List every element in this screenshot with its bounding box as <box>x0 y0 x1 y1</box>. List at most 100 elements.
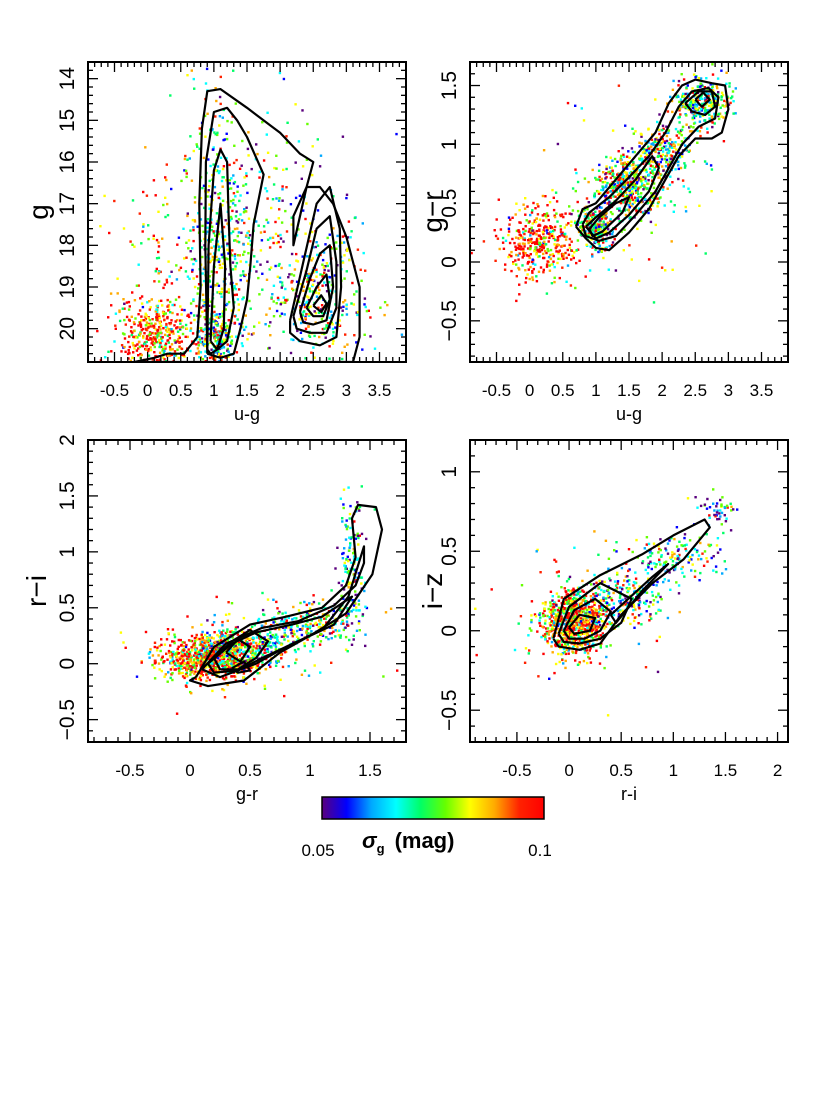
scatter-point <box>691 87 694 90</box>
scatter-point <box>221 315 224 318</box>
scatter-point <box>144 630 148 634</box>
scatter-point <box>595 207 599 210</box>
scatter-point <box>654 150 657 154</box>
scatter-point <box>168 345 172 349</box>
scatter-point <box>166 628 170 631</box>
scatter-point <box>206 218 210 221</box>
scatter-point <box>233 180 237 184</box>
scatter-point <box>574 104 577 107</box>
scatter-point <box>127 340 130 344</box>
scatter-point <box>226 302 229 306</box>
scatter-point <box>328 357 331 360</box>
scatter-point <box>305 612 309 615</box>
scatter-point <box>609 219 612 222</box>
scatter-point <box>274 264 277 268</box>
scatter-point <box>710 105 713 108</box>
scatter-point <box>238 167 242 170</box>
scatter-point <box>120 350 123 353</box>
scatter-point <box>218 332 222 335</box>
scatter-point <box>668 145 672 148</box>
scatter-point <box>576 248 580 251</box>
scatter-point <box>235 158 238 162</box>
scatter-point <box>504 263 507 266</box>
scatter-point <box>322 266 325 269</box>
scatter-point <box>240 231 243 234</box>
scatter-point <box>197 678 201 681</box>
scatter-point <box>325 324 328 327</box>
scatter-point <box>191 649 194 652</box>
scatter-point <box>217 648 220 651</box>
scatter-point <box>187 655 191 658</box>
scatter-point <box>546 247 549 251</box>
scatter-point <box>546 260 549 263</box>
scatter-point <box>684 99 687 102</box>
scatter-point <box>316 253 319 257</box>
scatter-point <box>671 268 674 271</box>
scatter-point <box>224 334 228 337</box>
scatter-point <box>139 323 143 326</box>
scatter-point <box>225 132 228 135</box>
scatter-point <box>201 293 205 296</box>
scatter-point <box>605 246 608 249</box>
scatter-point <box>277 217 280 220</box>
scatter-point <box>604 172 607 176</box>
scatter-point <box>227 656 231 659</box>
scatter-point <box>139 332 142 335</box>
scatter-point <box>239 274 242 277</box>
scatter-point <box>665 154 669 157</box>
scatter-point <box>279 237 283 240</box>
scatter-point <box>184 169 188 172</box>
scatter-point <box>734 112 737 115</box>
scatter-point <box>661 165 664 168</box>
scatter-point <box>195 656 198 659</box>
scatter-point <box>614 269 618 272</box>
scatter-point <box>183 661 186 665</box>
scatter-point <box>178 664 181 667</box>
scatter-point <box>186 158 189 161</box>
scatter-point <box>594 240 597 244</box>
scatter-point <box>363 303 366 306</box>
scatter-point <box>650 231 653 234</box>
scatter-point <box>226 660 229 663</box>
scatter-point <box>242 253 245 256</box>
scatter-point <box>268 175 271 179</box>
scatter-point <box>199 678 203 682</box>
scatter-point <box>531 278 535 282</box>
x-tick-label: -0.5 <box>100 381 129 400</box>
scatter-point <box>209 164 212 168</box>
scatter-point <box>700 126 703 129</box>
scatter-point <box>701 97 704 101</box>
scatter-point <box>660 142 663 145</box>
scatter-point <box>216 334 219 337</box>
scatter-point <box>199 655 202 658</box>
scatter-point <box>507 216 511 219</box>
scatter-point <box>220 340 224 344</box>
scatter-point <box>619 159 622 162</box>
scatter-point <box>191 247 194 250</box>
scatter-point <box>692 100 695 103</box>
scatter-point <box>283 632 286 635</box>
scatter-point <box>123 318 126 322</box>
scatter-point <box>181 332 185 336</box>
scatter-point <box>535 229 538 233</box>
scatter-point <box>154 659 157 662</box>
scatter-point <box>232 645 236 648</box>
scatter-point <box>523 242 526 246</box>
scatter-point <box>521 236 524 239</box>
scatter-point <box>576 200 579 204</box>
scatter-point <box>215 313 218 316</box>
scatter-point <box>549 230 553 233</box>
scatter-point <box>327 637 330 641</box>
scatter-point <box>318 335 321 339</box>
scatter-point <box>189 329 192 332</box>
scatter-point <box>554 246 557 250</box>
scatter-point <box>287 639 290 643</box>
scatter-point <box>252 636 255 639</box>
scatter-point <box>331 342 335 345</box>
scatter-point <box>219 639 223 642</box>
scatter-point <box>570 258 573 261</box>
scatter-point <box>720 95 723 98</box>
scatter-point <box>541 194 545 198</box>
scatter-point <box>654 223 657 227</box>
scatter-point <box>723 105 726 108</box>
